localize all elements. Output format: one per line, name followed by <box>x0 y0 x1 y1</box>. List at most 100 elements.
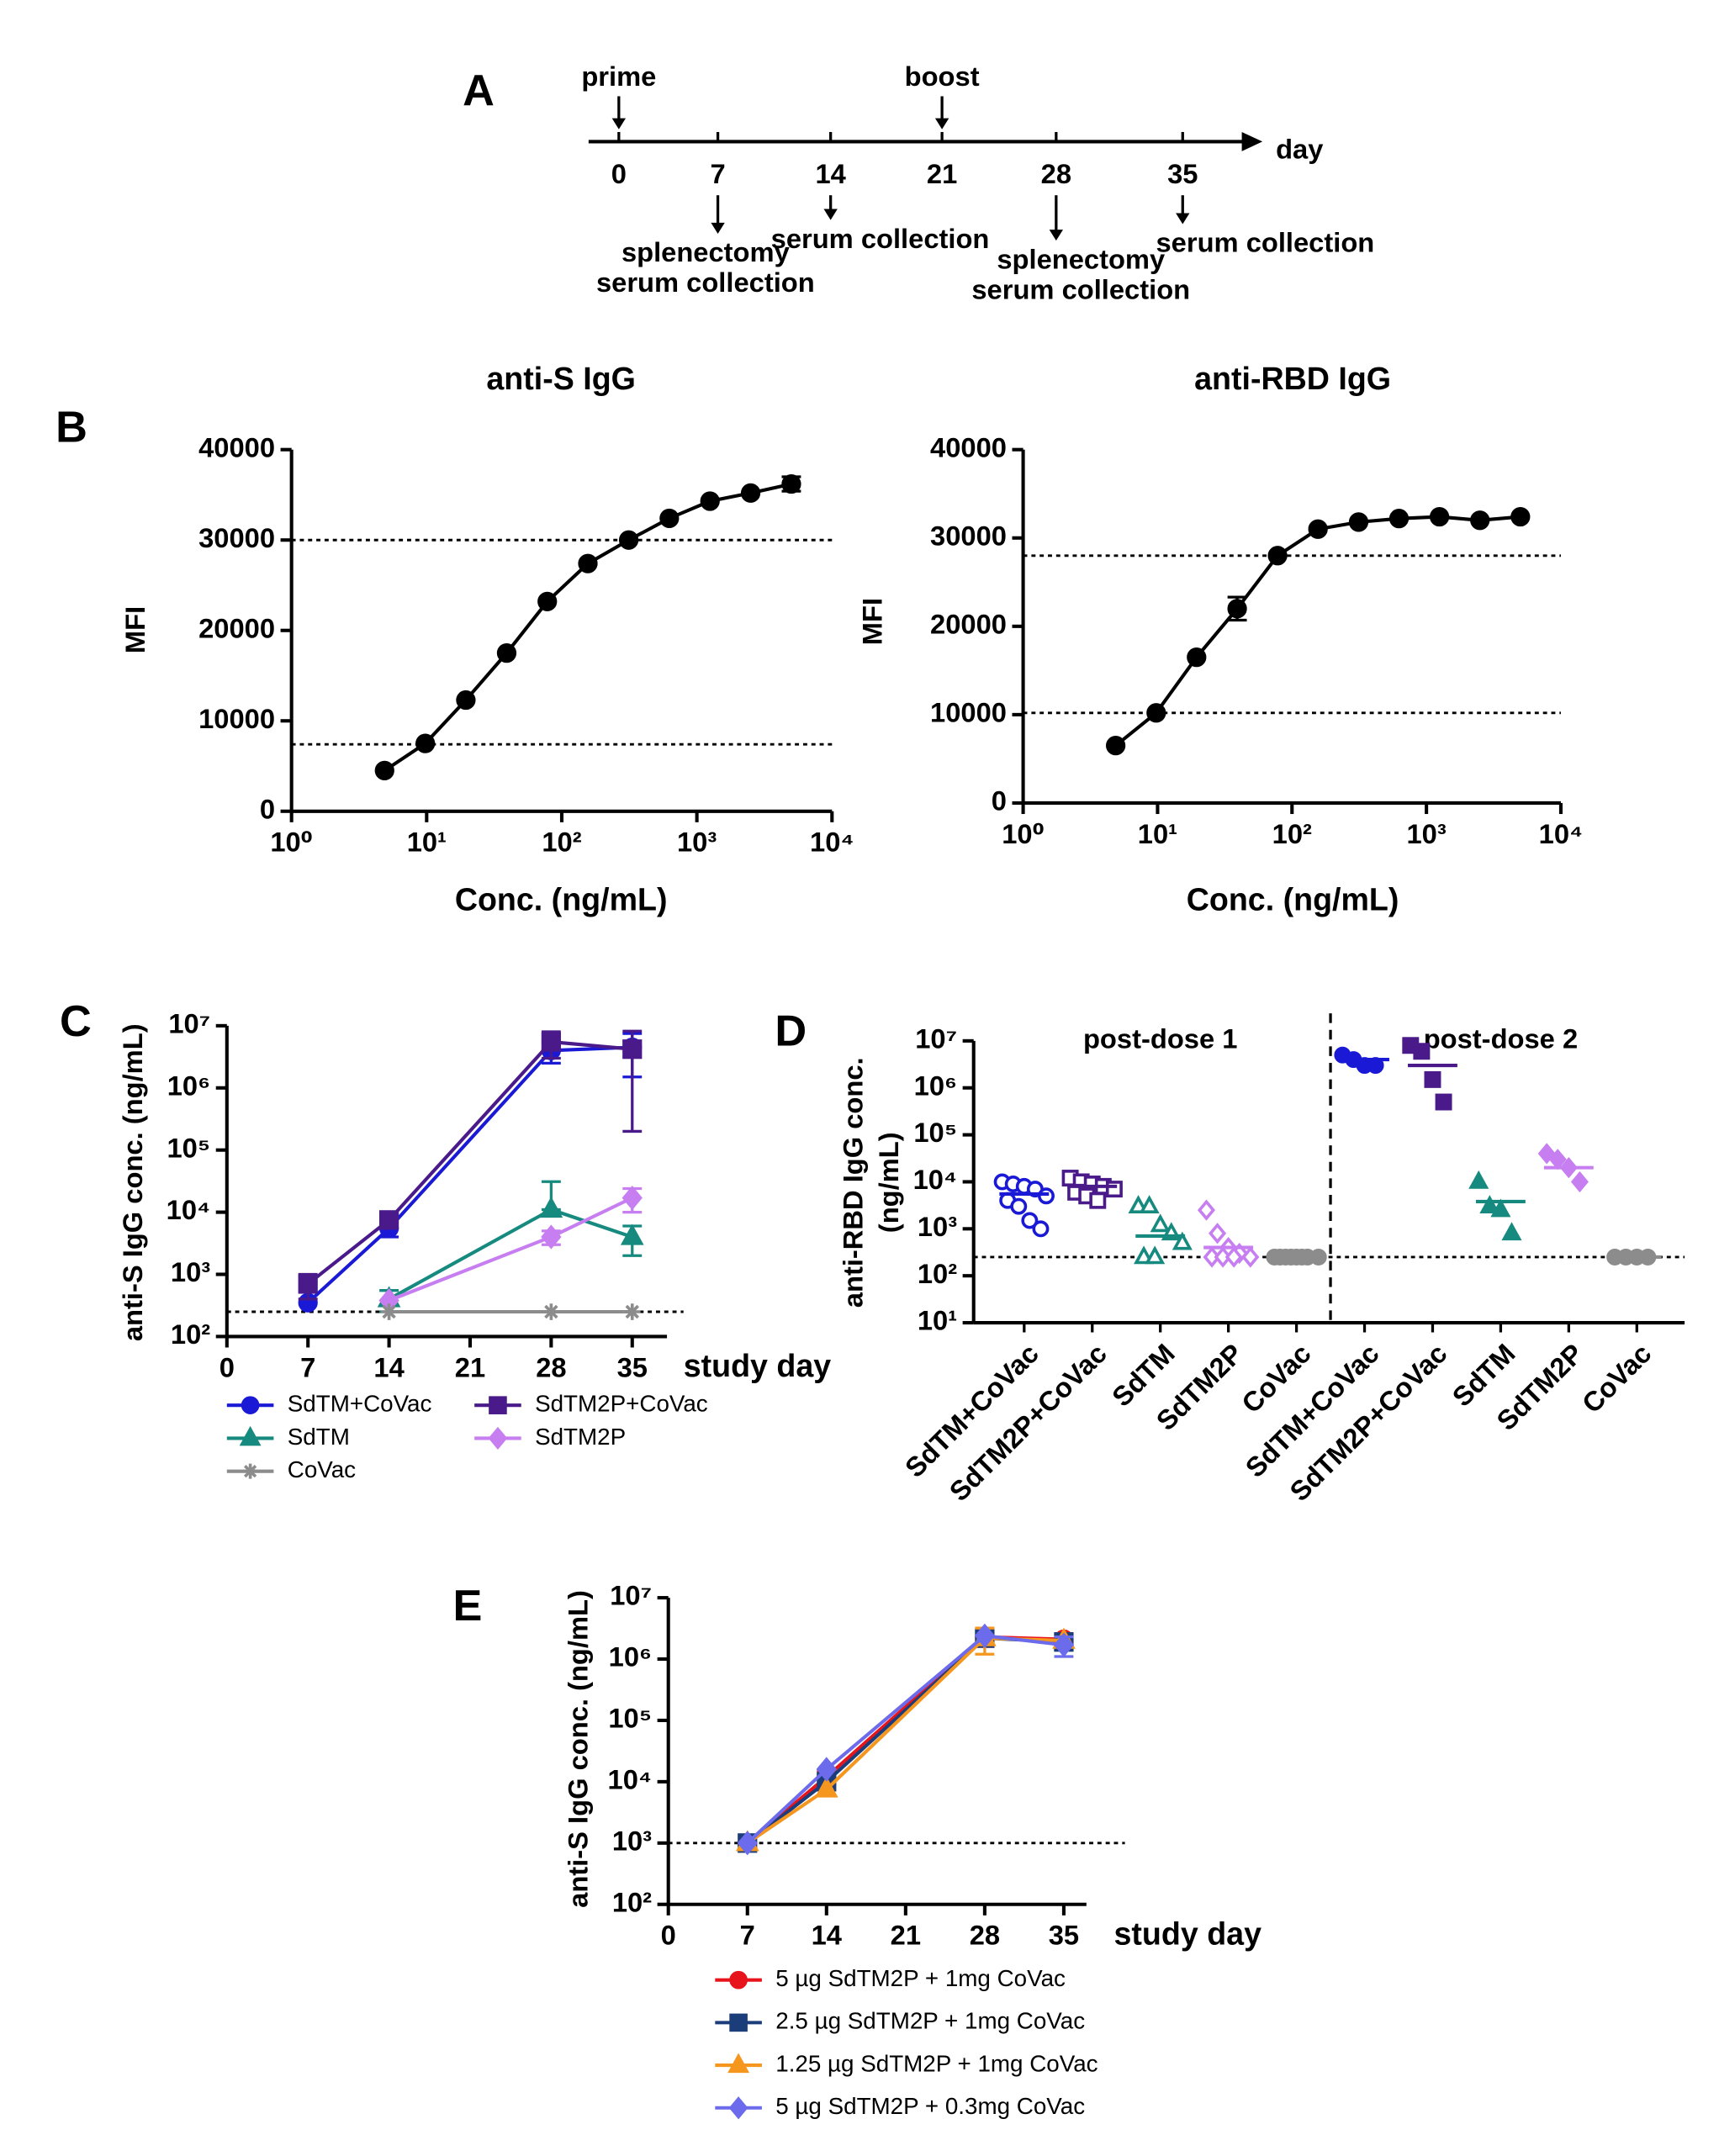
y-tick-label: 10² <box>612 1886 652 1917</box>
data-point <box>1490 1198 1511 1218</box>
arrow-head <box>711 222 725 234</box>
y-tick-label: 10⁵ <box>913 1117 957 1148</box>
data-point <box>542 1303 560 1320</box>
x-tick-label: 10² <box>1272 818 1312 849</box>
y-tick-label: 10⁴ <box>167 1194 211 1225</box>
y-axis-label: anti-RBD IgG conc. <box>838 1057 869 1308</box>
x-axis-label: Conc. (ng/mL) <box>455 882 668 917</box>
x-tick-label: 21 <box>891 1920 921 1951</box>
legend-marker <box>729 1970 748 1990</box>
x-tick-label: 10⁰ <box>270 827 313 858</box>
y-tick-label: 10³ <box>918 1211 957 1242</box>
y-tick-label: 10⁵ <box>167 1132 210 1163</box>
panel-label: E <box>453 1582 483 1630</box>
data-point <box>816 1757 837 1782</box>
panel-label: A <box>463 66 495 115</box>
y-tick-label: 10⁷ <box>168 1008 210 1039</box>
legend-marker <box>489 1396 507 1414</box>
timeline-arrow-head <box>1241 131 1263 151</box>
y-tick-label: 40000 <box>198 431 275 462</box>
x-tick-label: 10⁴ <box>1539 818 1584 849</box>
data-point <box>537 591 558 611</box>
data-point <box>1224 1246 1243 1268</box>
data-point <box>1429 506 1450 527</box>
legend-label: CoVac <box>288 1456 356 1482</box>
data-point <box>539 1197 563 1218</box>
timeline-day: 7 <box>710 158 725 189</box>
panel-label: C <box>60 997 92 1046</box>
data-point <box>1388 509 1410 529</box>
data-point <box>1348 512 1369 532</box>
x-axis-label: study day <box>684 1348 832 1383</box>
data-point <box>1570 1170 1589 1193</box>
data-point <box>737 1831 758 1856</box>
arrow-head <box>934 118 949 129</box>
chart-title: anti-RBD IgG <box>1194 361 1391 396</box>
data-point <box>298 1274 318 1294</box>
y-tick-label: 10⁶ <box>167 1070 210 1101</box>
data-point <box>1150 1213 1171 1233</box>
y-axis-label: MFI <box>857 598 888 645</box>
x-axis-label: study day <box>1114 1916 1262 1951</box>
y-tick-label: 0 <box>260 793 275 824</box>
x-tick-label: 7 <box>300 1351 315 1382</box>
y-axis-label: anti-S IgG conc. (ng/mL) <box>117 1023 148 1341</box>
timeline-unit: day <box>1276 134 1323 165</box>
data-point <box>700 491 720 511</box>
data-point <box>1146 703 1166 723</box>
event-label: boost <box>905 61 980 92</box>
data-point <box>578 553 598 573</box>
y-tick-label: 10000 <box>930 697 1007 728</box>
y-tick-label: 20000 <box>198 612 275 643</box>
y-tick-label: 10⁴ <box>608 1764 653 1795</box>
y-tick-label: 10² <box>171 1318 210 1350</box>
data-point <box>1424 1070 1441 1088</box>
y-tick-label: 10⁷ <box>610 1580 652 1611</box>
legend-marker <box>728 2096 748 2120</box>
data-point <box>1172 1231 1193 1250</box>
y-tick-label: 20000 <box>930 608 1007 639</box>
data-point <box>1267 546 1288 566</box>
arrow-head <box>1049 230 1064 241</box>
data-point <box>1010 1197 1028 1215</box>
event-label: prime <box>581 61 656 92</box>
data-point <box>415 733 436 753</box>
legend-label: SdTM2P+CoVac <box>535 1391 708 1417</box>
event-label: serum collection <box>596 267 815 298</box>
y-tick-label: 10⁶ <box>609 1641 652 1672</box>
x-tick-label: 10² <box>542 827 581 858</box>
x-tick-label: 0 <box>661 1920 676 1951</box>
data-point <box>1139 1195 1160 1214</box>
data-point <box>1241 1246 1260 1268</box>
data-point <box>1106 736 1126 756</box>
chart-title: anti-S IgG <box>486 361 636 396</box>
x-tick-label: 14 <box>812 1920 842 1951</box>
panel-label: D <box>775 1007 807 1056</box>
data-point <box>1413 1043 1431 1060</box>
group-label: post-dose 2 <box>1424 1023 1578 1054</box>
legend-marker <box>239 1425 262 1446</box>
data-point <box>456 690 476 711</box>
timeline-day: 14 <box>815 158 845 189</box>
data-point <box>1053 1632 1075 1657</box>
series-line <box>306 1039 632 1286</box>
legend-label: 5 µg SdTM2P + 1mg CoVac <box>775 1965 1066 1991</box>
data-point <box>1038 1187 1055 1205</box>
y-tick-label: 30000 <box>930 520 1007 551</box>
event-label: serum collection <box>1156 227 1375 258</box>
data-point <box>1308 519 1328 539</box>
y-tick-label: 30000 <box>198 522 275 553</box>
timeline-day: 0 <box>611 158 627 189</box>
arrow-head <box>823 209 838 220</box>
data-point <box>1105 1181 1123 1198</box>
y-tick-label: 10³ <box>612 1825 652 1856</box>
legend-marker <box>241 1396 260 1414</box>
data-point <box>1187 647 1207 668</box>
legend-marker <box>488 1426 508 1451</box>
data-point <box>618 530 639 550</box>
x-tick-label: 10⁰ <box>1002 818 1045 849</box>
event-label: serum collection <box>971 273 1190 304</box>
x-tick-label: 28 <box>970 1920 1000 1951</box>
data-point <box>380 1303 398 1320</box>
legend-label: SdTM2P <box>535 1424 626 1450</box>
